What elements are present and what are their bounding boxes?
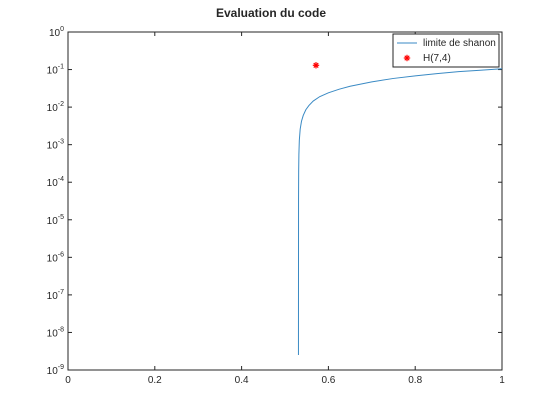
- y-tick-label: 10-6: [47, 251, 64, 264]
- y-tick-base: 10: [47, 366, 59, 377]
- y-tick-exponent: -2: [58, 101, 64, 108]
- legend-label-limite-de-shanon: limite de shanon: [423, 38, 496, 49]
- axes-box: [67, 31, 503, 371]
- y-tick-base: 10: [47, 216, 59, 227]
- x-tick-label: 0.2: [148, 375, 162, 386]
- y-tick-label: 10-7: [47, 289, 64, 302]
- y-tick-label: 10-4: [47, 176, 64, 189]
- x-tick-label: 1: [499, 375, 505, 386]
- y-tick-exponent: -5: [58, 214, 64, 221]
- y-tick-label: 10-3: [47, 139, 64, 152]
- legend-asterisk: [403, 54, 411, 62]
- x-tick-label: 0: [65, 375, 71, 386]
- plot-area: 0 0.2 0.4 0.6 0.8 110-910-810-710-610-510-410…: [47, 26, 506, 386]
- y-tick-exponent: -1: [58, 64, 64, 71]
- y-tick-exponent: -7: [58, 289, 64, 296]
- y-tick-base: 10: [47, 178, 59, 189]
- chart-title: Evaluation du code: [216, 6, 326, 20]
- y-tick-exponent: -9: [58, 364, 64, 371]
- y-tick-base: 10: [47, 291, 59, 302]
- y-tick-exponent: -8: [58, 326, 64, 333]
- y-tick-exponent: -4: [58, 176, 64, 183]
- y-tick-exponent: -3: [58, 139, 64, 146]
- y-tick-label: 10-1: [47, 64, 64, 77]
- legend-swatch-marker: [403, 54, 411, 62]
- y-tick-exponent: 0: [60, 26, 64, 33]
- legend: limite de shanon H(7,4): [392, 33, 500, 68]
- y-tick-base: 10: [47, 103, 59, 114]
- legend-box: [392, 33, 500, 68]
- data-point-h74: [312, 62, 320, 69]
- y-tick-exponent: -6: [58, 251, 64, 258]
- x-tick-label: 0.4: [235, 375, 249, 386]
- y-tick-label: 100: [49, 26, 64, 39]
- axis-ticks: 0 0.2 0.4 0.6 0.8 110-910-810-710-610-510-410…: [47, 26, 506, 386]
- y-tick-base: 10: [47, 253, 59, 264]
- y-tick-base: 10: [47, 328, 59, 339]
- y-tick-base: 10: [47, 66, 59, 77]
- x-tick-label: 0.6: [321, 375, 335, 386]
- series-line-limite-de-shanon: [297, 68, 503, 356]
- x-tick-label: 0.8: [408, 375, 422, 386]
- y-tick-base: 10: [49, 28, 61, 39]
- legend-label-h74: H(7,4): [423, 53, 451, 64]
- y-tick-label: 10-2: [47, 101, 64, 114]
- y-tick-label: 10-5: [47, 214, 64, 227]
- y-tick-base: 10: [47, 141, 59, 152]
- y-tick-label: 10-9: [47, 364, 64, 377]
- y-tick-label: 10-8: [47, 326, 64, 339]
- series-marker-h74: [312, 62, 320, 69]
